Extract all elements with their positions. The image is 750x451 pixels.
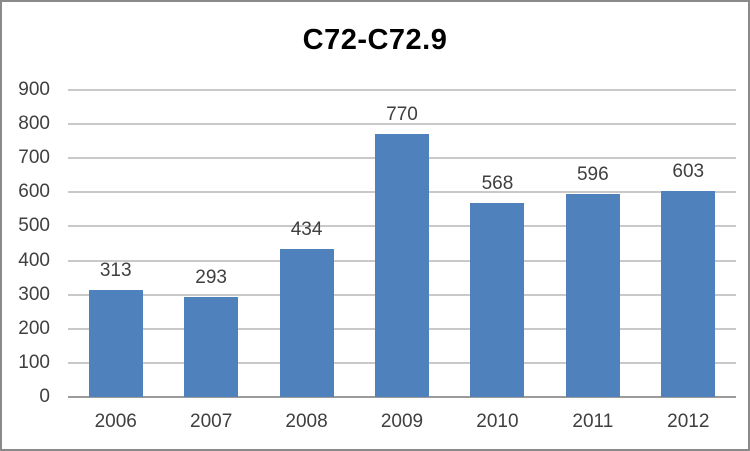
y-tick-label: 900 [18, 79, 50, 100]
plot-area: 0 100 200 300 400 500 600 700 800 900 313 2006 293 20… [18, 79, 736, 432]
x-tick-label: 2008 [285, 411, 328, 432]
y-tick-label: 0 [39, 386, 50, 407]
bar-value-label: 770 [386, 104, 418, 126]
x-tick-label: 2009 [380, 411, 424, 432]
x-tick-label: 2012 [667, 411, 710, 432]
x-tick-label: 2010 [476, 411, 519, 432]
bar-value-label: 434 [290, 218, 323, 240]
bar-2010 [470, 203, 525, 397]
x-tick-label: 2007 [190, 411, 233, 432]
x-axis-line [68, 396, 736, 398]
y-tick-label: 200 [18, 317, 50, 339]
y-tick-label: 700 [18, 147, 50, 169]
bar-value-label: 603 [672, 161, 705, 183]
y-tick-label: 500 [18, 215, 50, 237]
x-tick-label: 2011 [572, 411, 614, 432]
bar-2012 [661, 191, 716, 397]
bar-2009 [375, 134, 429, 397]
y-tick-label: 400 [18, 249, 50, 271]
bar-2006 [88, 290, 143, 397]
chart-title: C72-C72.9 [302, 24, 448, 56]
bar-value-label: 596 [576, 163, 609, 185]
gridline [68, 123, 736, 126]
gridline [68, 89, 736, 91]
y-tick-label: 800 [18, 113, 50, 135]
y-tick-label: 100 [18, 351, 50, 373]
bar-value-label: 313 [99, 260, 132, 282]
bar-value-label: 568 [481, 173, 514, 195]
bar-2008 [279, 248, 334, 397]
x-tick-label: 2006 [94, 411, 137, 432]
y-tick-label: 300 [18, 283, 50, 305]
bar-2007 [184, 297, 239, 397]
y-tick-label: 600 [18, 181, 50, 203]
bar-2011 [565, 193, 620, 397]
bar-value-label: 293 [195, 267, 227, 289]
